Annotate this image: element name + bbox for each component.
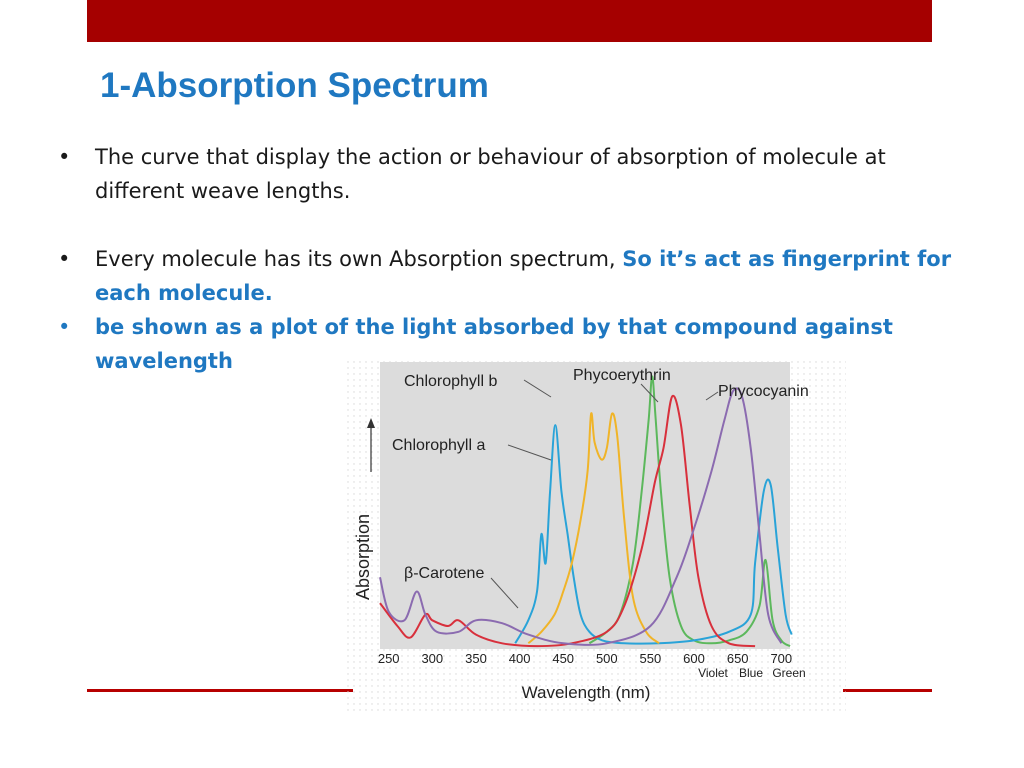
bullet-dot: • bbox=[58, 315, 71, 339]
series-leader-line bbox=[490, 577, 519, 609]
series-label: Chlorophyll a bbox=[392, 437, 485, 454]
absorption-spectrum-figure: 250 300 350 400 450 500 550 600 650 700 Violet Blue… bbox=[346, 360, 846, 712]
bullet-item: • The curve that display the action or b… bbox=[58, 140, 958, 208]
x-axis-label: Wavelength (nm) bbox=[522, 683, 651, 702]
plot-area bbox=[380, 362, 790, 649]
bullet-dot: • bbox=[58, 145, 71, 169]
bullet-highlight: be shown as a plot of the light absorbed… bbox=[95, 315, 893, 373]
series-leader-line bbox=[640, 383, 659, 403]
y-axis-label: Absorption bbox=[353, 514, 373, 600]
y-axis-arrow-head bbox=[367, 418, 375, 428]
series-line-2 bbox=[527, 412, 660, 645]
x-tick-label: 550 bbox=[640, 651, 662, 666]
x-tick-label: 650 bbox=[727, 651, 749, 666]
x-tick-label: 500 bbox=[596, 651, 618, 666]
series-label: Chlorophyll b bbox=[404, 373, 497, 390]
series-label: Phycoerythrin bbox=[573, 367, 671, 384]
color-band-label: Violet bbox=[698, 666, 728, 680]
footer-line-right bbox=[843, 689, 932, 692]
absorption-spectrum-chart: 250 300 350 400 450 500 550 600 650 700 Violet Blue… bbox=[346, 360, 846, 712]
slide-title: 1-Absorption Spectrum bbox=[100, 66, 489, 105]
bullet-text: Every molecule has its own Absorption sp… bbox=[95, 247, 623, 271]
x-tick-label: 250 bbox=[378, 651, 400, 666]
bullet-dot: • bbox=[58, 247, 71, 271]
series-label: β-Carotene bbox=[404, 565, 484, 582]
series-leader-line bbox=[523, 379, 552, 398]
x-tick-label: 350 bbox=[465, 651, 487, 666]
bullet-highlight: So it’s act as fingerprint for each mole… bbox=[95, 247, 952, 305]
bullet-text: The curve that display the action or beh… bbox=[95, 145, 886, 203]
x-tick-label: 300 bbox=[421, 651, 443, 666]
series-line-3 bbox=[379, 394, 756, 648]
x-tick-label: 400 bbox=[509, 651, 531, 666]
series-leader-line bbox=[705, 391, 719, 401]
color-band-label: Green bbox=[772, 666, 805, 680]
series-line-4 bbox=[379, 387, 783, 646]
x-tick-label: 600 bbox=[683, 651, 705, 666]
x-tick-label: 450 bbox=[552, 651, 574, 666]
footer-line-left bbox=[87, 689, 353, 692]
bullet-item: • Every molecule has its own Absorption … bbox=[58, 242, 958, 310]
series-label: Phycocyanin bbox=[718, 383, 809, 400]
series-leader-line bbox=[507, 444, 552, 461]
bullet-list: • The curve that display the action or b… bbox=[58, 140, 958, 378]
header-accent-bar bbox=[87, 0, 932, 42]
bullet-item: • be shown as a plot of the light absorb… bbox=[58, 310, 958, 378]
color-band-label: Blue bbox=[739, 666, 763, 680]
x-tick-label: 700 bbox=[770, 651, 792, 666]
series-line-1 bbox=[514, 424, 793, 645]
